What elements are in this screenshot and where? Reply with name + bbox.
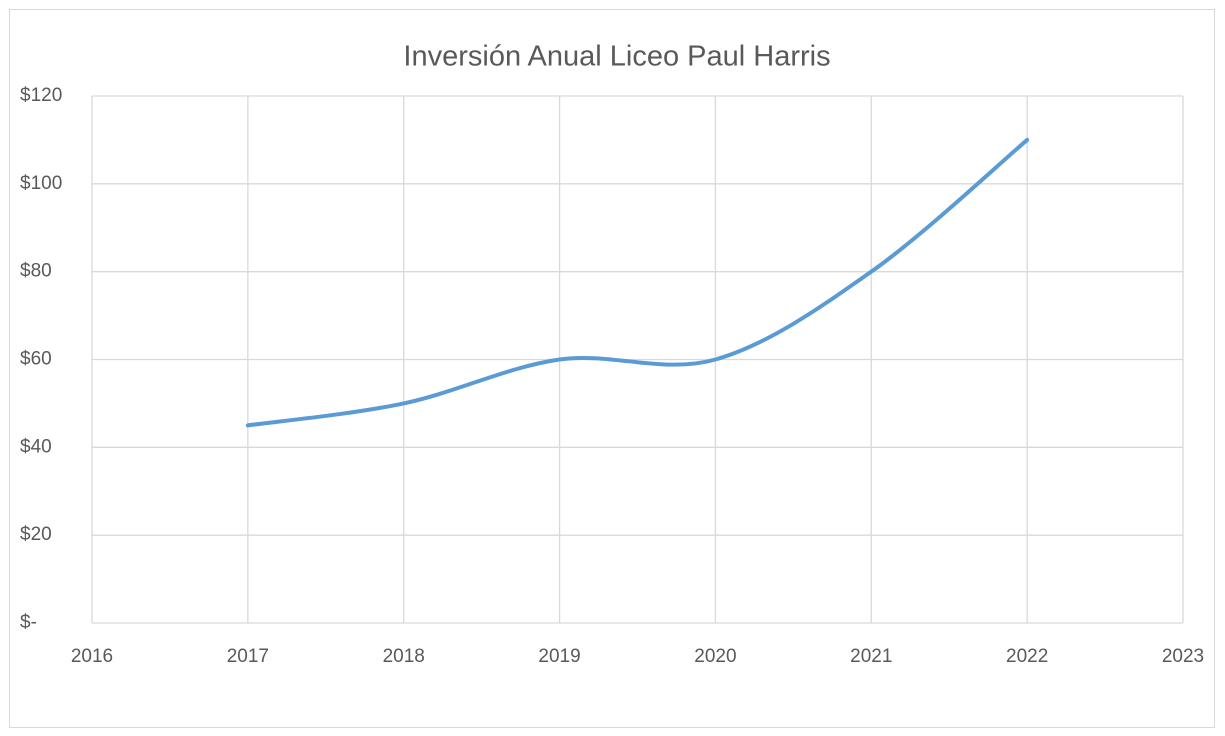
- x-tick-label: 2020: [694, 646, 736, 667]
- y-tick-label: $-: [20, 612, 37, 633]
- chart-title: Inversión Anual Liceo Paul Harris: [403, 41, 830, 73]
- y-tick-label: $20: [20, 524, 52, 545]
- chart-border: [9, 9, 1215, 728]
- y-tick-label: $120: [20, 85, 62, 106]
- x-tick-label: 2022: [1006, 646, 1048, 667]
- data-line: [245, 137, 1030, 428]
- y-tick-label: $100: [20, 173, 62, 194]
- x-tick-label: 2019: [538, 646, 580, 667]
- x-tick-label: 2018: [383, 646, 425, 667]
- x-tick-label: 2023: [1162, 646, 1204, 667]
- y-tick-label: $80: [20, 261, 52, 282]
- y-tick-label: $60: [20, 349, 52, 370]
- y-tick-label: $40: [20, 436, 52, 457]
- x-tick-label: 2016: [71, 646, 113, 667]
- x-tick-label: 2017: [227, 646, 269, 667]
- x-tick-label: 2021: [850, 646, 892, 667]
